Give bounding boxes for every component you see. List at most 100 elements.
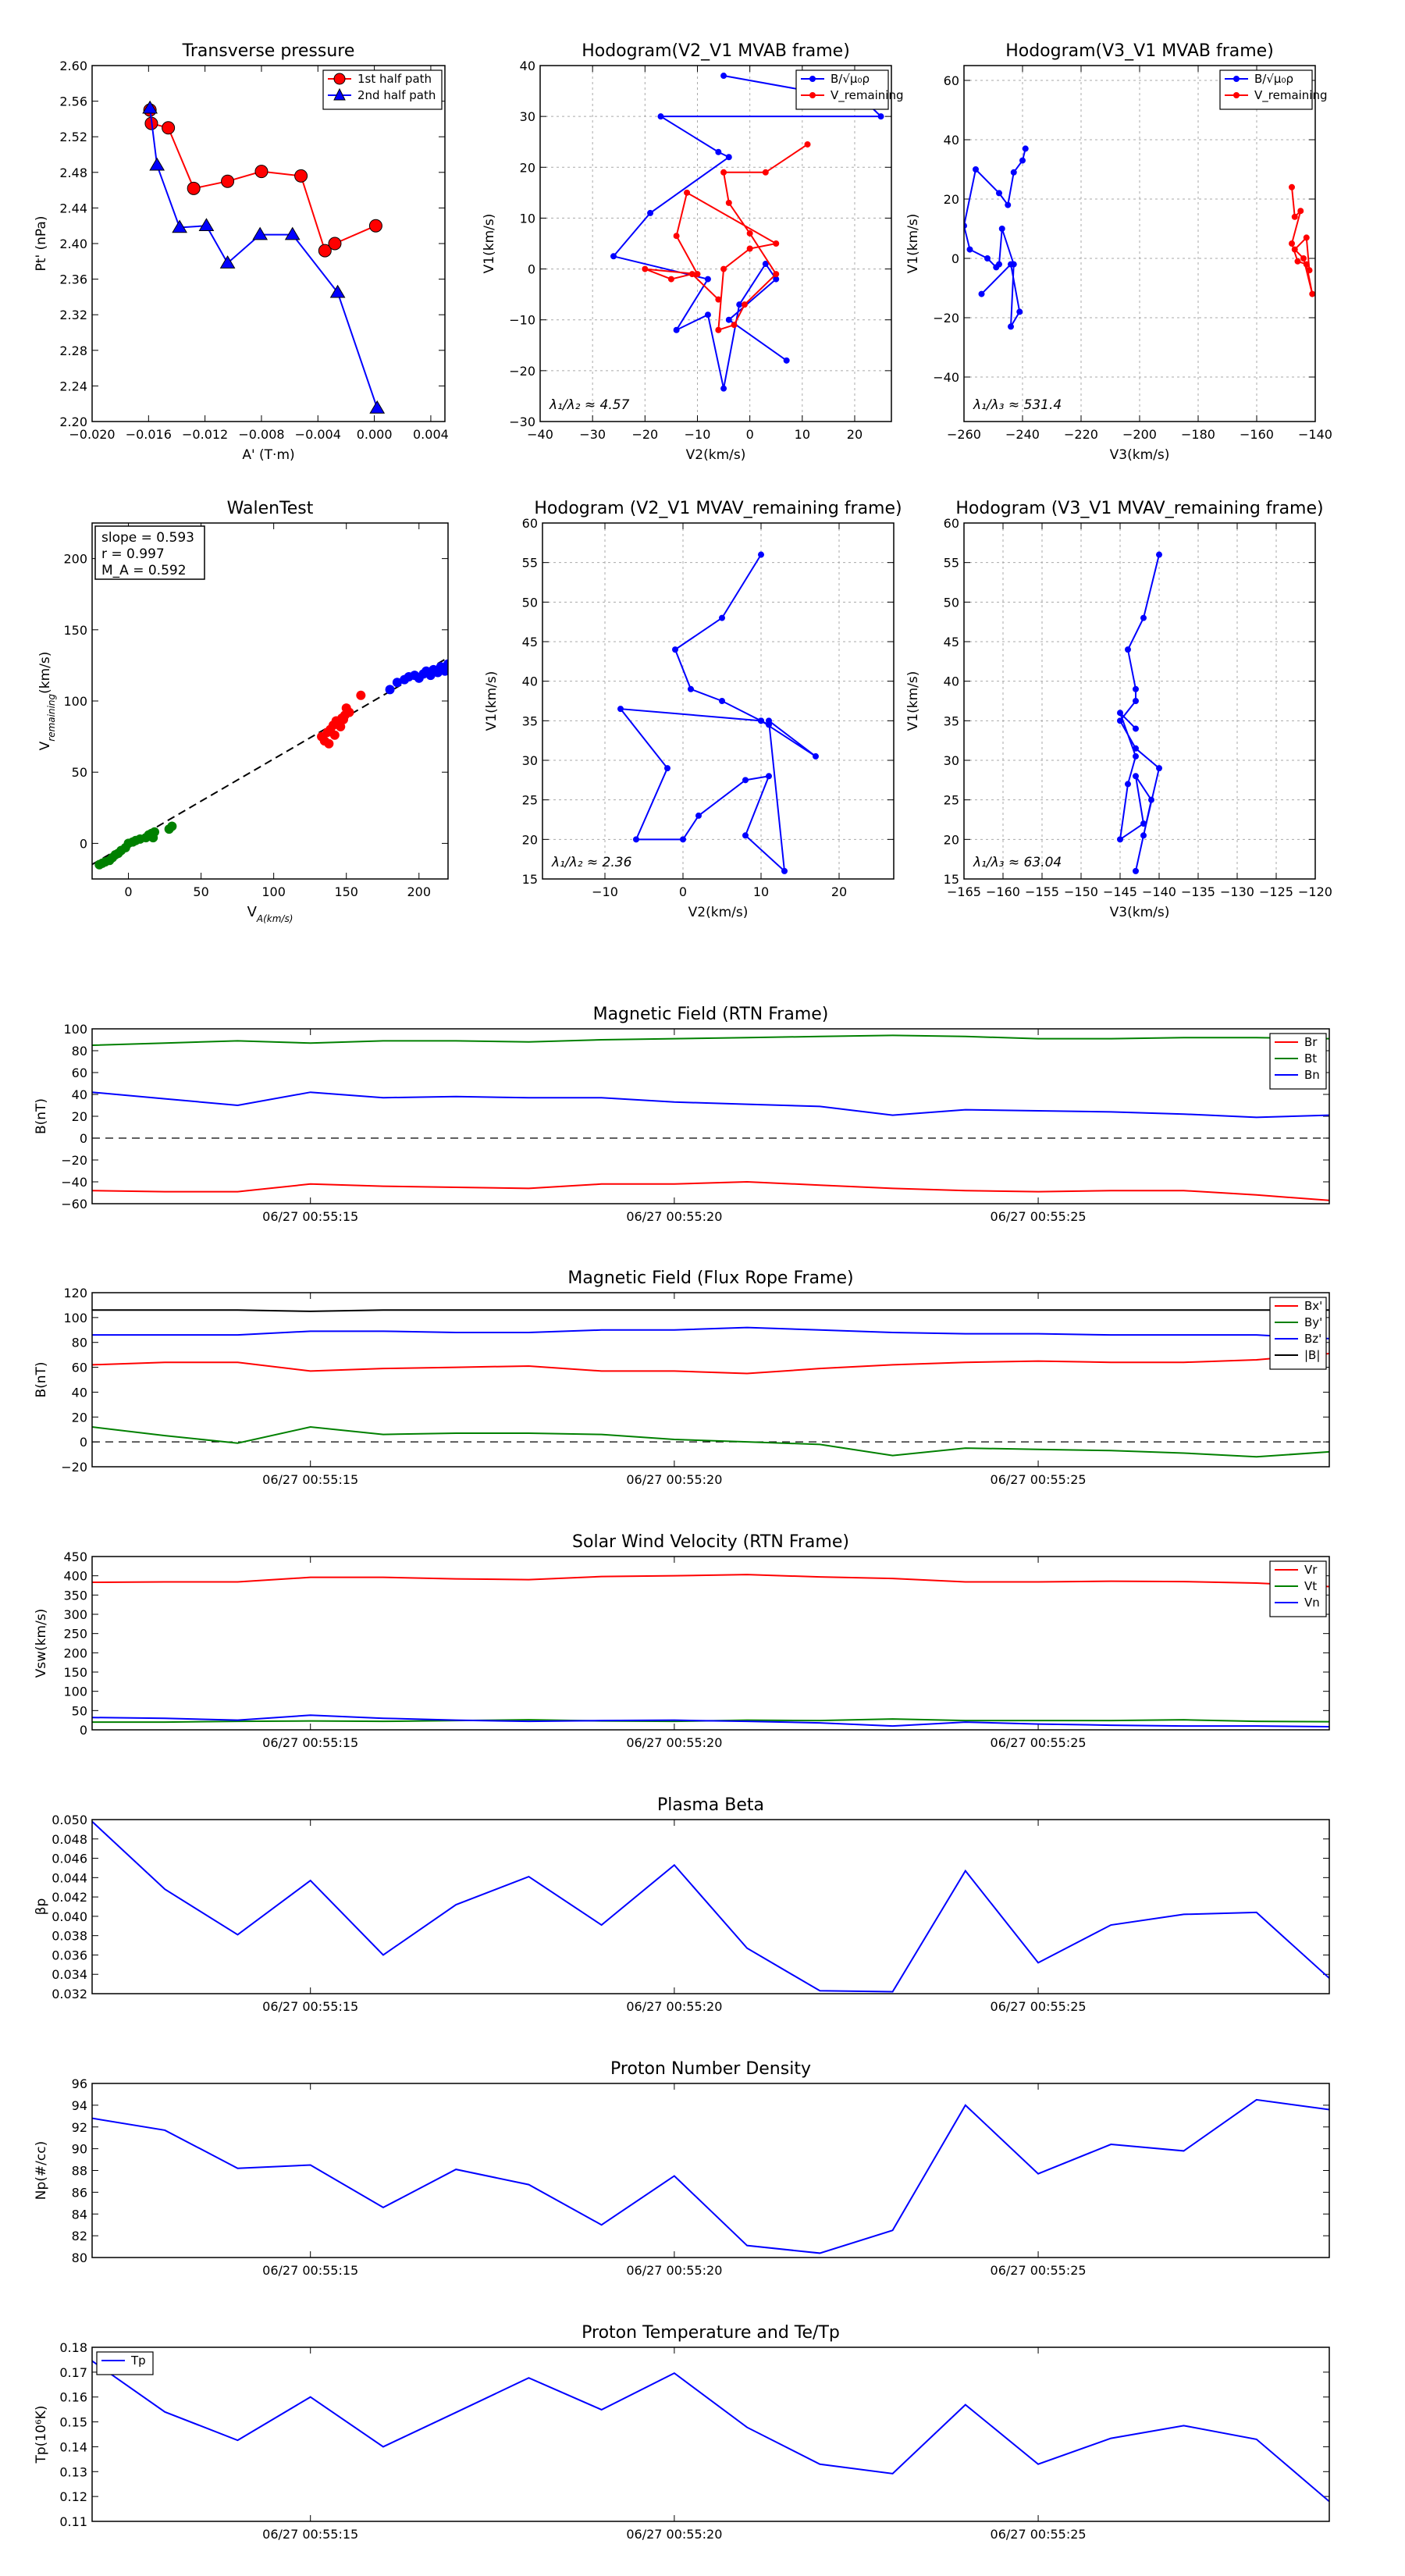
y-tick-label: −60 (61, 1197, 87, 1212)
data-point (731, 322, 738, 329)
x-axis-label: V2(km/s) (686, 447, 746, 463)
x-tick-label: 06/27 00:55:25 (991, 1999, 1087, 2014)
y-tick-label: 94 (72, 2098, 87, 2113)
data-point (664, 765, 670, 772)
data-point (284, 226, 301, 240)
legend-label: Bz' (1304, 1332, 1321, 1346)
y-tick-label: 40 (520, 59, 535, 73)
x-axis-label: VA(km/s) (247, 904, 293, 924)
plot-area (964, 145, 1315, 330)
x-axis: −40 −30 −20 −10 0 10 20 (527, 66, 863, 442)
x-tick-label: 0 (746, 427, 754, 442)
x-tick-label: −0.008 (238, 427, 284, 442)
chart-vsw: Solar Wind Velocity (RTN Frame) 06/27 00:… (34, 1532, 1330, 1750)
series-line-Vn (92, 1714, 1329, 1728)
x-tick-label: 200 (407, 884, 432, 899)
x-tick-label: −0.016 (126, 427, 172, 442)
y-tick-label: 100 (63, 1311, 87, 1325)
y-axis-label: B(nT) (34, 1361, 49, 1397)
y-tick-label: 80 (72, 1044, 87, 1059)
data-point (633, 836, 639, 843)
data-point (150, 827, 160, 837)
data-point (704, 311, 711, 318)
data-point (657, 113, 664, 120)
plot-area (92, 1820, 1329, 1993)
x-tick-label: 0.000 (357, 427, 393, 442)
data-point (1008, 323, 1014, 330)
y-tick-label: 82 (72, 2229, 87, 2243)
y-axis-label: Pt' (nPa) (34, 216, 49, 272)
x-axis: 06/27 00:55:15 06/27 00:55:20 06/27 00:55:… (262, 2347, 1087, 2542)
data-point (187, 181, 201, 195)
x-axis: −0.020 −0.016 −0.012 −0.008 −0.004 0.000 0.004 (69, 66, 449, 442)
x-tick-label: −200 (1122, 427, 1157, 442)
x-tick-label: −165 (947, 884, 981, 899)
y-tick-label: 250 (63, 1627, 87, 1642)
x-tick-label: 06/27 00:55:15 (262, 1209, 358, 1224)
data-point (688, 271, 695, 278)
y-axis: −40 −20 0 20 40 60 (933, 73, 1315, 385)
y-tick-label: 25 (522, 793, 538, 808)
x-axis: 06/27 00:55:15 06/27 00:55:20 06/27 00:55:… (262, 2083, 1087, 2278)
data-point (1289, 183, 1295, 190)
y-axis: 0 50 100 150 200 250 300 350 400 450 (63, 1550, 1329, 1738)
legend-marker (809, 92, 816, 98)
data-point (1294, 258, 1301, 265)
plot-area (92, 1034, 1329, 1201)
y-tick-label: 35 (522, 713, 538, 728)
data-point (162, 121, 176, 135)
y-tick-label: 0.032 (52, 1987, 87, 2001)
ratio-annotation: λ₁/λ₂ ≈ 2.36 (551, 855, 632, 870)
data-point (647, 209, 654, 216)
y-tick-label: 84 (72, 2207, 87, 2222)
data-point (1309, 290, 1315, 297)
data-point (1117, 710, 1123, 717)
legend-label: Vn (1304, 1596, 1320, 1610)
chart-title: Magnetic Field (RTN Frame) (593, 1005, 829, 1024)
y-tick-label: 0.18 (59, 2340, 87, 2355)
y-tick-label: 0.048 (52, 1832, 87, 1847)
y-tick-label: 20 (522, 832, 538, 847)
y-tick-label: 60 (944, 73, 959, 88)
y-tick-label: −20 (933, 311, 959, 326)
chart-title: Transverse pressure (182, 41, 355, 61)
y-tick-label: −40 (61, 1175, 87, 1190)
data-point (966, 246, 973, 253)
x-tick-label: 06/27 00:55:20 (626, 1999, 722, 2014)
data-point (1133, 698, 1139, 704)
y-axis: −60 −40 −20 0 20 40 60 80 100 (61, 1022, 1329, 1212)
data-point (996, 190, 1002, 197)
x-tick-label: 06/27 00:55:15 (262, 1735, 358, 1750)
y-tick-label: 2.52 (59, 130, 87, 144)
y-tick-label: 0.046 (52, 1852, 87, 1866)
y-tick-label: 60 (72, 1066, 87, 1080)
y-tick-label: 0 (80, 836, 87, 851)
data-point (762, 261, 769, 268)
x-tick-label: 0 (124, 884, 132, 899)
plot-area (92, 2360, 1329, 2503)
x-tick-label: 06/27 00:55:20 (626, 1472, 722, 1487)
x-tick-label: 06/27 00:55:25 (991, 2263, 1087, 2278)
data-point (804, 141, 811, 148)
chart-walen: WalenTest 0 50 100 150 200 0 50 100 150 200 VA(km/s… (37, 499, 449, 924)
data-point (1133, 725, 1139, 732)
y-tick-label: 15 (522, 872, 538, 887)
y-tick-label: 2.20 (59, 415, 87, 429)
data-point (978, 290, 985, 297)
plot-frame (91, 2347, 1330, 2522)
chart-tp: Proton Temperature and Te/Tp 06/27 00:55:… (34, 2323, 1330, 2542)
x-tick-label: 06/27 00:55:25 (991, 1209, 1087, 1224)
data-point (617, 706, 624, 713)
legend: Bx' By' Bz' |B| (1269, 1297, 1327, 1370)
chart-hodo_v3v1: Hodogram(V3_V1 MVAB frame)−260 −240 −220 −2… (905, 41, 1332, 463)
data-point (877, 113, 884, 120)
stats-line: r = 0.997 (101, 546, 165, 562)
x-axis: −10 0 10 20 (592, 523, 847, 899)
y-tick-label: 0.15 (59, 2415, 87, 2430)
y-tick-label: 2.36 (59, 272, 87, 287)
y-axis: −30 −20 −10 0 10 20 30 40 (509, 59, 891, 429)
x-tick-label: −220 (1064, 427, 1098, 442)
x-axis: 06/27 00:55:15 06/27 00:55:20 06/27 00:55:… (262, 1557, 1087, 1750)
legend-marker (809, 76, 816, 82)
data-point (998, 226, 1005, 232)
